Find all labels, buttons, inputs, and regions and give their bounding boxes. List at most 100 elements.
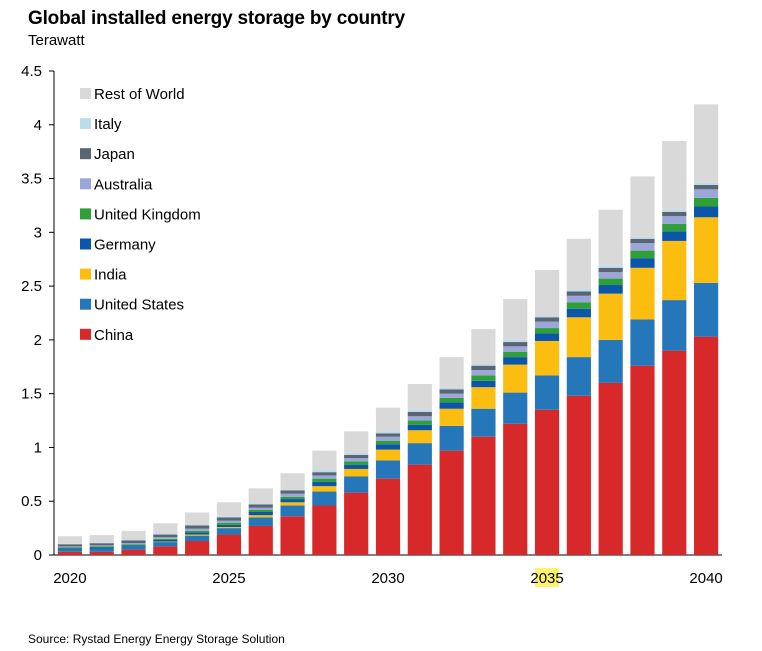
bar-segment	[566, 395, 591, 555]
bar-segment	[471, 436, 496, 555]
legend-item: United States	[80, 297, 184, 314]
bar-segment	[662, 240, 687, 301]
legend-item: China	[80, 327, 134, 344]
bar-segment	[121, 546, 146, 550]
bar-segment	[153, 546, 178, 555]
bar-segment	[185, 541, 210, 555]
bar-segment	[375, 433, 401, 437]
x-tick-label: 2025	[212, 570, 245, 587]
bar-segment	[534, 328, 560, 334]
legend-swatch	[80, 148, 91, 160]
legend-label: Japan	[94, 146, 135, 163]
y-axis: 0 0.5 1 1.5 2 2.5 3 3.5 4 4.5	[21, 63, 55, 564]
bar-segment	[534, 315, 560, 318]
bar-segment	[534, 321, 560, 329]
bar-segment	[694, 282, 719, 337]
bar-segment	[694, 185, 719, 190]
bar-stack-2040	[694, 104, 719, 555]
y-tick-label: 1.5	[21, 386, 42, 403]
bar-segment	[248, 517, 273, 526]
bar-segment	[630, 236, 655, 239]
bar-stack-2028	[312, 450, 337, 555]
bar-segment	[662, 231, 687, 241]
bar-stack-2027	[280, 473, 305, 555]
bar-segment	[503, 351, 528, 358]
bar-segment	[598, 285, 623, 294]
legend-swatch	[80, 208, 91, 220]
bar-segment	[312, 486, 337, 492]
bar-segment	[248, 488, 273, 504]
bar-segment	[248, 509, 273, 512]
legend-label: China	[94, 327, 134, 344]
bar-stack-2026	[248, 488, 273, 555]
bar-segment	[344, 454, 369, 459]
bar-segment	[566, 291, 591, 296]
bar-segment	[280, 502, 305, 506]
legend-label: Germany	[94, 237, 156, 254]
bar-stack-2034	[503, 299, 528, 555]
bar-segment	[503, 346, 528, 352]
bar-segment	[216, 527, 242, 529]
bar-segment	[312, 491, 337, 506]
bar-stack-2023	[153, 523, 178, 555]
bar-segment	[280, 496, 305, 500]
bar-segment	[534, 269, 560, 316]
bar-segment	[662, 300, 687, 351]
bar-segment	[248, 503, 273, 505]
bar-segment	[248, 504, 273, 508]
legend: Rest of World Italy Japan Australia United K…	[80, 86, 201, 344]
bar-segment	[630, 250, 655, 259]
legend-swatch	[80, 268, 91, 280]
bar-segment	[344, 468, 369, 477]
bar-segment	[407, 430, 432, 444]
bar-segment	[694, 197, 719, 207]
bar-segment	[439, 393, 464, 398]
bar-segment	[375, 440, 401, 445]
bar-segment	[57, 546, 82, 548]
bar-segment	[248, 507, 273, 510]
legend-label: United States	[94, 297, 184, 314]
bar-segment	[471, 387, 496, 409]
bar-segment	[344, 492, 369, 555]
x-tick-label: 2030	[371, 570, 404, 587]
x-tick-label: 2035	[530, 570, 563, 587]
bar-segment	[566, 308, 591, 318]
bar-segment	[216, 520, 242, 523]
legend-swatch	[80, 88, 91, 99]
bar-segment	[566, 357, 591, 396]
bar-segment	[89, 543, 114, 546]
bar-segment	[121, 530, 146, 540]
bar-segment	[471, 380, 496, 388]
legend-item: Australia	[80, 176, 153, 193]
bar-stack-2037	[598, 209, 623, 555]
bar-segment	[216, 522, 242, 525]
bar-segment	[375, 431, 401, 434]
bar-segment	[407, 411, 432, 417]
bar-segment	[694, 217, 719, 283]
bar-segment	[185, 530, 210, 533]
bar-segment	[153, 537, 178, 539]
bar-segment	[312, 472, 337, 476]
bar-segment	[57, 536, 82, 544]
bar-segment	[598, 209, 623, 266]
y-tick-label: 3.5	[21, 171, 42, 188]
bar-segment	[630, 243, 655, 251]
bar-segment	[153, 534, 178, 538]
bar-segment	[407, 416, 432, 421]
bar-segment	[407, 420, 432, 425]
bar-segment	[534, 375, 560, 410]
bar-segment	[694, 182, 719, 186]
source-note: Source: Rystad Energy Energy Storage Sol…	[28, 632, 285, 646]
legend-swatch	[80, 328, 91, 340]
bar-segment	[566, 238, 591, 290]
bar-segment	[121, 545, 146, 547]
bar-segment	[471, 408, 496, 437]
legend-item: Germany	[80, 237, 156, 254]
legend-swatch	[80, 238, 91, 250]
bar-segment	[598, 293, 623, 340]
bar-segment	[280, 493, 305, 497]
legend-swatch	[80, 118, 91, 130]
bar-segment	[375, 444, 401, 450]
bar-segment	[566, 302, 591, 309]
bar-segment	[216, 517, 242, 521]
